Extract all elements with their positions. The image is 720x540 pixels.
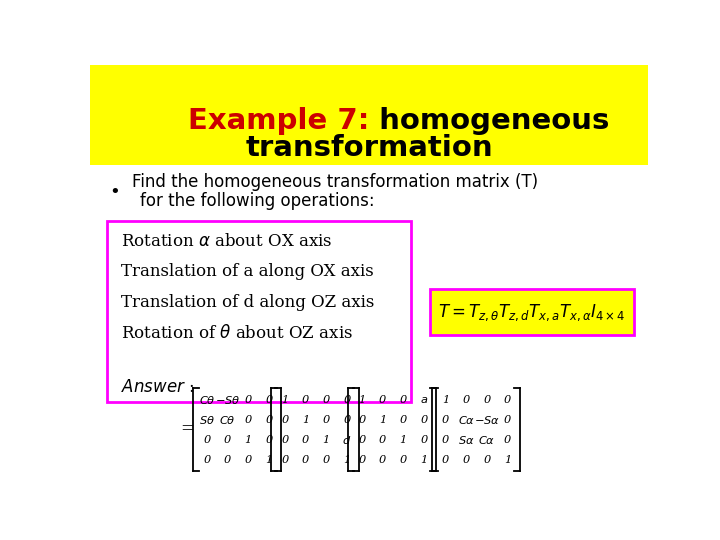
Text: Translation of d along OZ axis: Translation of d along OZ axis [121,294,374,310]
Text: 0: 0 [400,395,407,405]
Text: Rotation $\alpha$ about OX axis: Rotation $\alpha$ about OX axis [121,233,332,250]
Text: $C\theta$: $C\theta$ [219,414,236,426]
Text: 0: 0 [420,415,428,425]
Text: 0: 0 [265,395,272,405]
Text: 0: 0 [265,415,272,425]
Text: 0: 0 [463,455,470,465]
Text: $a$: $a$ [420,395,428,405]
Text: 1: 1 [400,435,407,445]
Text: 0: 0 [442,415,449,425]
Text: 1: 1 [442,395,449,405]
Text: $C\alpha$: $C\alpha$ [478,434,495,446]
Text: 0: 0 [282,415,289,425]
Text: 0: 0 [302,455,310,465]
Text: Example 7:: Example 7: [188,107,369,135]
Text: 1: 1 [359,395,366,405]
Text: $T = T_{z,\theta}T_{z,d}T_{x,a}T_{x,\alpha}I_{4\times4}$: $T = T_{z,\theta}T_{z,d}T_{x,a}T_{x,\alp… [438,302,626,322]
FancyBboxPatch shape [107,221,411,402]
FancyBboxPatch shape [431,289,634,335]
Text: 0: 0 [224,435,231,445]
Text: 0: 0 [400,415,407,425]
Text: 0: 0 [504,395,511,405]
Text: 1: 1 [302,415,310,425]
Text: 1: 1 [420,455,428,465]
Text: 0: 0 [504,415,511,425]
Text: 0: 0 [442,455,449,465]
Text: =: = [181,420,194,437]
Text: 0: 0 [282,435,289,445]
Text: homogeneous: homogeneous [369,107,609,135]
Text: 0: 0 [442,435,449,445]
FancyBboxPatch shape [90,65,648,165]
Text: 0: 0 [359,455,366,465]
Text: 1: 1 [282,395,289,405]
Text: $-S\theta$: $-S\theta$ [215,394,240,406]
Text: 0: 0 [265,435,272,445]
Text: 0: 0 [463,395,470,405]
Text: 0: 0 [245,455,252,465]
Text: 0: 0 [379,435,387,445]
Text: $d$: $d$ [342,434,351,446]
Text: 0: 0 [400,455,407,465]
Text: 0: 0 [323,395,330,405]
Text: 1: 1 [343,455,351,465]
Text: 0: 0 [343,415,351,425]
Text: $C\alpha$: $C\alpha$ [458,414,475,426]
Text: 0: 0 [359,435,366,445]
Text: •: • [109,183,120,201]
Text: 1: 1 [379,415,387,425]
Text: 0: 0 [483,395,490,405]
Text: $-S\alpha$: $-S\alpha$ [474,414,500,426]
Text: 0: 0 [379,395,387,405]
Text: 0: 0 [302,395,310,405]
Text: Rotation of $\theta$ about OZ axis: Rotation of $\theta$ about OZ axis [121,323,353,342]
Text: 0: 0 [282,455,289,465]
Text: Find the homogeneous transformation matrix (T): Find the homogeneous transformation matr… [132,173,538,192]
Text: 0: 0 [245,395,252,405]
Text: 0: 0 [323,455,330,465]
Text: 0: 0 [504,435,511,445]
Text: 0: 0 [483,455,490,465]
Text: transformation: transformation [246,134,492,162]
Text: 0: 0 [359,415,366,425]
Text: 1: 1 [245,435,252,445]
Text: $C\theta$: $C\theta$ [199,394,215,406]
Text: $S\alpha$: $S\alpha$ [458,434,474,446]
Text: 0: 0 [203,455,210,465]
Text: 0: 0 [302,435,310,445]
Text: for the following operations:: for the following operations: [140,192,375,210]
Text: 0: 0 [245,415,252,425]
Text: 1: 1 [323,435,330,445]
Text: $\mathit{Answer}$ :: $\mathit{Answer}$ : [121,379,194,395]
Text: 1: 1 [265,455,272,465]
Text: 0: 0 [323,415,330,425]
Text: 0: 0 [379,455,387,465]
Text: 0: 0 [203,435,210,445]
Text: 0: 0 [224,455,231,465]
Text: Translation of a along OX axis: Translation of a along OX axis [121,264,374,280]
Text: 1: 1 [504,455,511,465]
Text: 0: 0 [420,435,428,445]
Text: $S\theta$: $S\theta$ [199,414,215,426]
Text: 0: 0 [343,395,351,405]
